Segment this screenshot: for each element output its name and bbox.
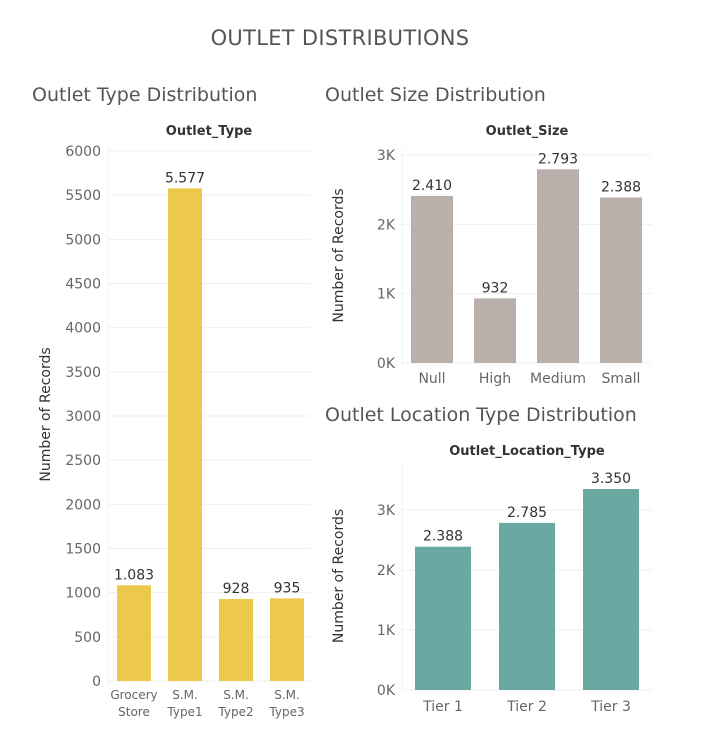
- outlet-size-data-label: 2.410: [412, 178, 452, 194]
- outlet-type-y-tick-label: 4000: [65, 321, 101, 337]
- outlet-type-data-label: 928: [223, 581, 250, 597]
- outlet-size-data-label: 2.793: [538, 151, 578, 167]
- outlet-type-data-label: 935: [274, 580, 301, 596]
- outlet-type-x-tick-label: Type1: [166, 705, 202, 719]
- outlet-type-x-tick-label: S.M.: [274, 688, 300, 702]
- outlet-type-x-tick-label: Type3: [268, 705, 304, 719]
- outlet-location-x-tick-label: Tier 1: [422, 699, 463, 715]
- outlet-type-y-tick-label: 3000: [65, 409, 101, 425]
- outlet-size-y-axis-title: Number of Records: [331, 188, 347, 322]
- outlet-size-bar: [537, 169, 579, 363]
- outlet-location-y-axis-title: Number of Records: [331, 509, 347, 643]
- outlet-size-bar: [600, 197, 642, 363]
- outlet-type-header: Outlet_Type: [166, 124, 253, 139]
- outlet-type-y-tick-label: 5000: [65, 232, 101, 248]
- outlet-type-data-label: 1.083: [114, 567, 154, 583]
- outlet-size-data-label: 932: [482, 280, 509, 296]
- outlet-location-y-tick-label: 2K: [377, 563, 396, 579]
- outlet-size-y-tick-label: 3K: [377, 148, 396, 164]
- outlet-size-x-tick-label: Small: [602, 371, 641, 387]
- outlet-size-x-tick-label: Medium: [530, 371, 586, 387]
- outlet-location-data-label: 3.350: [591, 471, 631, 487]
- outlet-type-x-tick-label: Grocery: [110, 688, 157, 702]
- outlet-size-bar: [474, 298, 516, 363]
- outlet-location-bar: [583, 489, 639, 690]
- outlet-type-y-tick-label: 2500: [65, 453, 101, 469]
- outlet-type-x-tick-label: S.M.: [172, 688, 198, 702]
- outlet-size-y-tick-label: 0K: [377, 356, 396, 372]
- outlet-location-x-tick-label: Tier 2: [506, 699, 547, 715]
- outlet-type-y-tick-label: 1000: [65, 586, 101, 602]
- outlet-size-y-tick-label: 1K: [377, 287, 396, 303]
- outlet-type-y-tick-label: 2000: [65, 497, 101, 513]
- outlet-type-bar: [219, 599, 253, 681]
- outlet-location-chart-title: Outlet Location Type Distribution: [325, 404, 637, 426]
- outlet-size-chart-title: Outlet Size Distribution: [325, 84, 546, 106]
- outlet-size-x-tick-label: Null: [418, 371, 445, 387]
- outlet-type-bar: [270, 598, 304, 681]
- outlet-type-x-tick-label: Type2: [217, 705, 253, 719]
- outlet-type-bar: [168, 188, 202, 682]
- outlet-type-bar: [117, 585, 151, 681]
- outlet-size-bar: [411, 195, 453, 363]
- outlet-size-y-tick-label: 2K: [377, 217, 396, 233]
- outlet-size-header: Outlet_Size: [486, 124, 569, 139]
- outlet-type-chart-title: Outlet Type Distribution: [32, 84, 258, 106]
- outlet-type-y-tick-label: 1500: [65, 542, 101, 558]
- outlet-type-y-tick-label: 3500: [65, 365, 101, 381]
- outlet-location-data-label: 2.388: [423, 529, 463, 545]
- outlet-size-data-label: 2.388: [601, 179, 641, 195]
- outlet-type-y-axis-title: Number of Records: [38, 347, 54, 481]
- outlet-type-y-tick-label: 500: [74, 630, 101, 646]
- outlet-location-y-tick-label: 0K: [377, 683, 396, 699]
- outlet-location-bar: [499, 522, 555, 690]
- outlet-location-data-label: 2.785: [507, 505, 547, 521]
- outlet-location-y-tick-label: 3K: [377, 503, 396, 519]
- outlet-location-bar: [415, 546, 471, 690]
- outlet-type-x-tick-label: Store: [118, 705, 150, 719]
- outlet-type-y-tick-label: 4500: [65, 277, 101, 293]
- outlet-type-y-tick-label: 6000: [65, 144, 101, 160]
- outlet-type-y-tick-label: 5500: [65, 188, 101, 204]
- outlet-location-y-tick-label: 1K: [377, 623, 396, 639]
- outlet-location-header: Outlet_Location_Type: [449, 444, 605, 459]
- dashboard-title: OUTLET DISTRIBUTIONS: [210, 26, 470, 50]
- outlet-size-x-tick-label: High: [479, 371, 511, 387]
- outlet-type-y-tick-label: 0: [92, 674, 101, 690]
- outlet-location-x-tick-label: Tier 3: [590, 699, 631, 715]
- outlet-type-x-tick-label: S.M.: [223, 688, 249, 702]
- outlet-type-data-label: 5.577: [165, 170, 205, 186]
